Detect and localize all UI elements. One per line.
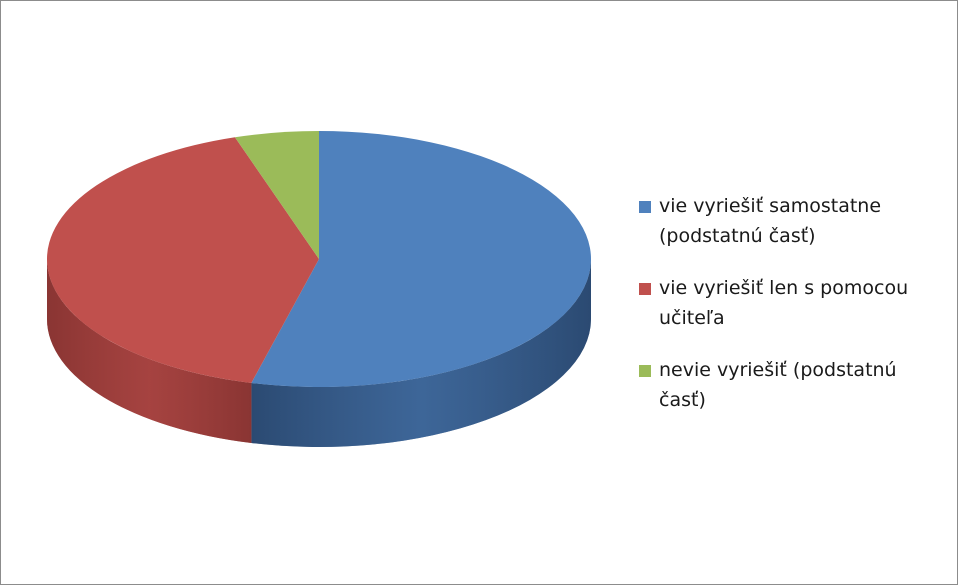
legend-item: vie vyriešiť len s pomocou učiteľa bbox=[637, 273, 937, 333]
legend: vie vyriešiť samostatne (podstatnú časť)… bbox=[637, 191, 937, 437]
slice bbox=[251, 131, 591, 388]
legend-label: vie vyriešiť len s pomocou učiteľa bbox=[659, 277, 909, 329]
legend-label: vie vyriešiť samostatne (podstatnú časť) bbox=[659, 195, 882, 247]
legend-item: nevie vyriešiť (podstatnú časť) bbox=[637, 355, 937, 415]
legend-label: nevie vyriešiť (podstatnú časť) bbox=[659, 359, 897, 411]
slice-side-shade bbox=[251, 259, 591, 447]
legend-item: vie vyriešiť samostatne (podstatnú časť) bbox=[637, 191, 937, 251]
slice-side-shade bbox=[47, 259, 252, 443]
legend-swatch bbox=[639, 201, 651, 213]
legend-swatch bbox=[639, 283, 651, 295]
slice bbox=[47, 137, 319, 383]
slice bbox=[234, 131, 319, 259]
legend-swatch bbox=[639, 365, 651, 377]
